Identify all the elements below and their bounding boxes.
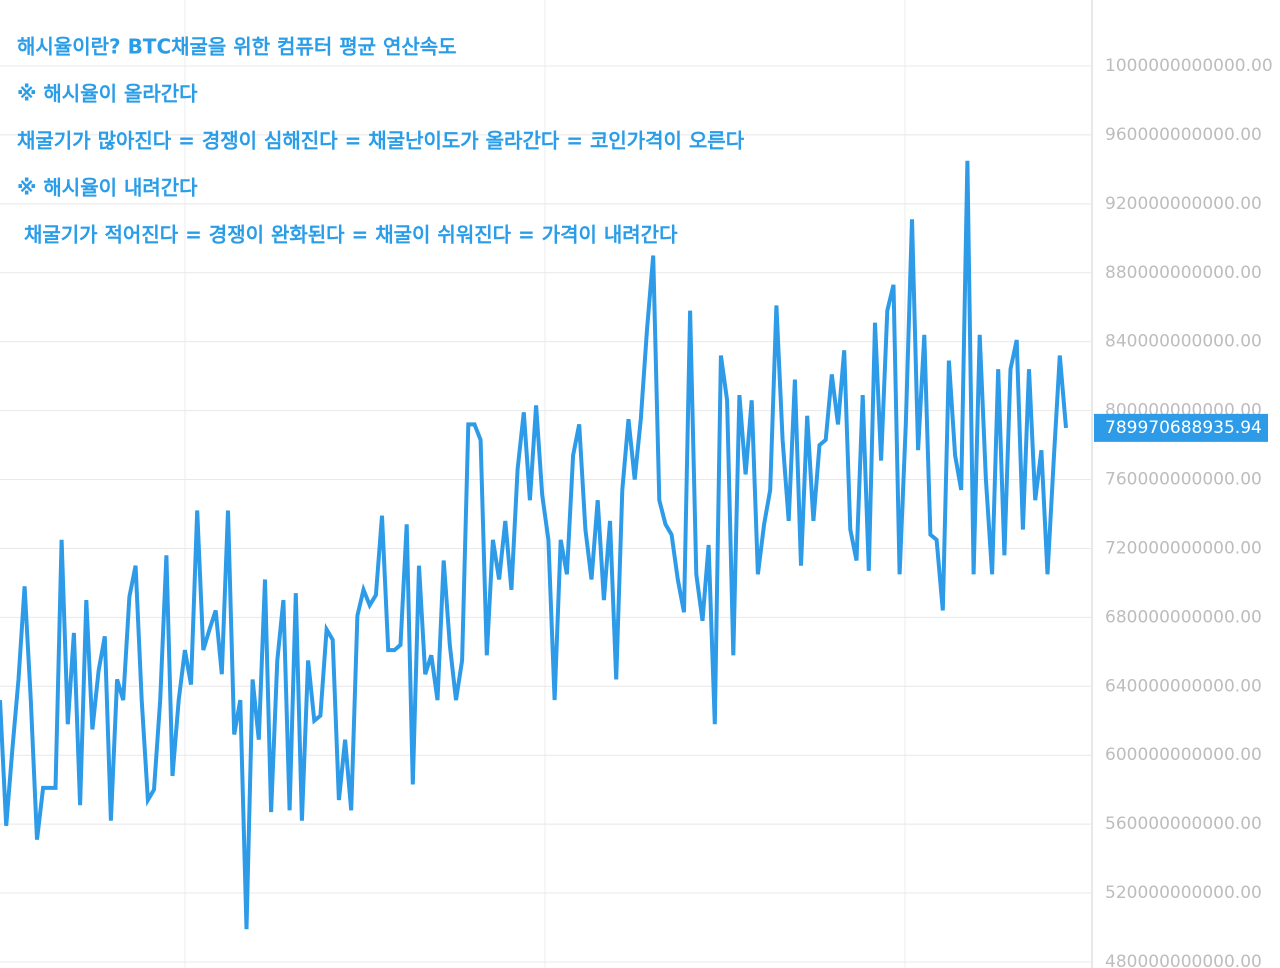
last-value-box <box>1094 413 1268 442</box>
last-value-label: 789970688935.94 <box>1105 418 1262 438</box>
y-tick-label: 640000000000.00 <box>1105 676 1262 696</box>
y-tick-label: 920000000000.00 <box>1105 194 1262 214</box>
y-tick-label: 1000000000000.00 <box>1105 56 1273 76</box>
y-tick-label: 520000000000.00 <box>1105 883 1262 903</box>
y-tick-label: 720000000000.00 <box>1105 538 1262 558</box>
y-tick-label: 600000000000.00 <box>1105 745 1262 765</box>
y-tick-label: 680000000000.00 <box>1105 607 1262 627</box>
y-tick-label: 960000000000.00 <box>1105 125 1262 145</box>
annotation: 해시율이란? BTC채굴을 위한 컴퓨터 평균 연산속도 <box>17 35 457 59</box>
annotation: ※ 해시율이 내려간다 <box>17 176 198 200</box>
y-tick-label: 480000000000.00 <box>1105 952 1262 968</box>
data-line <box>0 160 1068 930</box>
y-tick-label: 880000000000.00 <box>1105 263 1262 283</box>
annotation: 채굴기가 적어진다 = 경쟁이 완화된다 = 채굴이 쉬워진다 = 가격이 내려… <box>17 223 678 247</box>
y-tick-label: 760000000000.00 <box>1105 470 1262 490</box>
annotation: ※ 해시율이 올라간다 <box>17 82 198 106</box>
annotation: 채굴기가 많아진다 = 경쟁이 심해진다 = 채굴난이도가 올라간다 = 코인가… <box>17 129 745 153</box>
y-tick-label: 560000000000.00 <box>1105 814 1262 834</box>
y-tick-label: 840000000000.00 <box>1105 332 1262 352</box>
